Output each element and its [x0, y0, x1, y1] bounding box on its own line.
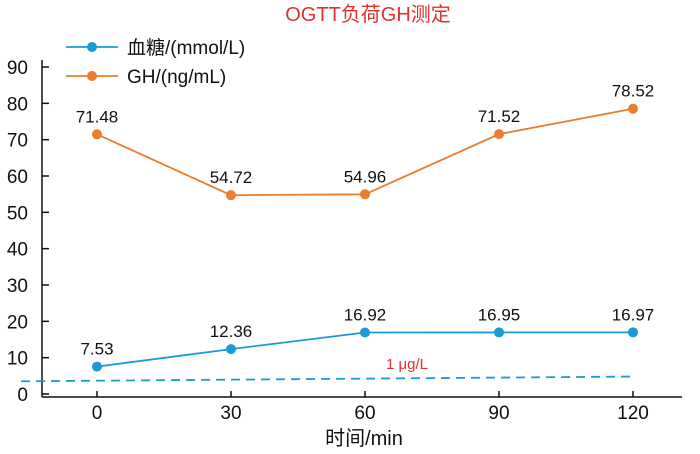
data-label: 16.95 — [478, 305, 521, 324]
data-point — [226, 344, 236, 355]
data-label: 16.92 — [344, 306, 387, 325]
data-label: 16.97 — [612, 305, 655, 324]
x-tick-label: 120 — [617, 403, 649, 424]
x-tick-label: 0 — [92, 403, 103, 424]
x-tick-label: 90 — [488, 403, 509, 424]
data-label: 71.48 — [76, 107, 119, 126]
data-point — [360, 189, 370, 200]
y-tick-label: 60 — [7, 167, 28, 188]
legend-label: GH/(ng/mL) — [127, 67, 226, 88]
legend: 血糖/(mmol/L) GH/(ng/mL) — [66, 37, 245, 88]
data-label: 12.36 — [210, 322, 253, 341]
legend-marker — [87, 71, 97, 81]
y-tick-label: 20 — [7, 312, 28, 333]
data-label: 54.72 — [210, 168, 253, 187]
series-blood-glucose: 7.53 12.36 16.92 16.95 16.97 — [80, 305, 655, 372]
y-axis-ticks: 0 10 20 30 40 50 60 70 80 90 — [7, 58, 49, 406]
y-tick-label: 40 — [7, 240, 28, 261]
y-tick-label: 0 — [17, 385, 28, 406]
series-gh: 71.48 54.72 54.96 71.52 78.52 — [76, 82, 655, 201]
y-tick-label: 10 — [7, 349, 28, 370]
data-label: 71.52 — [478, 107, 521, 126]
data-point — [92, 361, 102, 372]
data-point — [494, 327, 504, 338]
data-point — [494, 129, 504, 140]
data-label: 54.96 — [344, 167, 387, 186]
x-axis-label: 时间/min — [325, 427, 403, 450]
reference-line-group: 1 μg/L — [21, 356, 634, 383]
data-label: 7.53 — [80, 340, 113, 359]
y-tick-label: 70 — [7, 131, 28, 152]
reference-line — [21, 375, 634, 383]
data-point — [226, 190, 236, 201]
y-tick-label: 80 — [7, 94, 28, 115]
axes — [41, 60, 682, 398]
legend-label: 血糖/(mmol/L) — [127, 37, 245, 59]
data-point — [92, 129, 102, 140]
x-tick-label: 30 — [220, 403, 241, 424]
y-tick-label: 30 — [7, 276, 28, 297]
data-point — [360, 327, 370, 338]
reference-line-label: 1 μg/L — [386, 356, 428, 373]
y-tick-label: 90 — [7, 58, 28, 79]
data-label: 78.52 — [612, 82, 655, 101]
data-point — [628, 327, 638, 338]
data-point — [628, 103, 638, 114]
legend-marker — [87, 42, 97, 52]
x-axis-ticks: 0 30 60 90 120 — [92, 391, 649, 424]
y-tick-label: 50 — [7, 203, 28, 224]
chart-title: OGTT负荷GH测定 — [285, 3, 451, 26]
x-tick-label: 60 — [354, 403, 375, 424]
